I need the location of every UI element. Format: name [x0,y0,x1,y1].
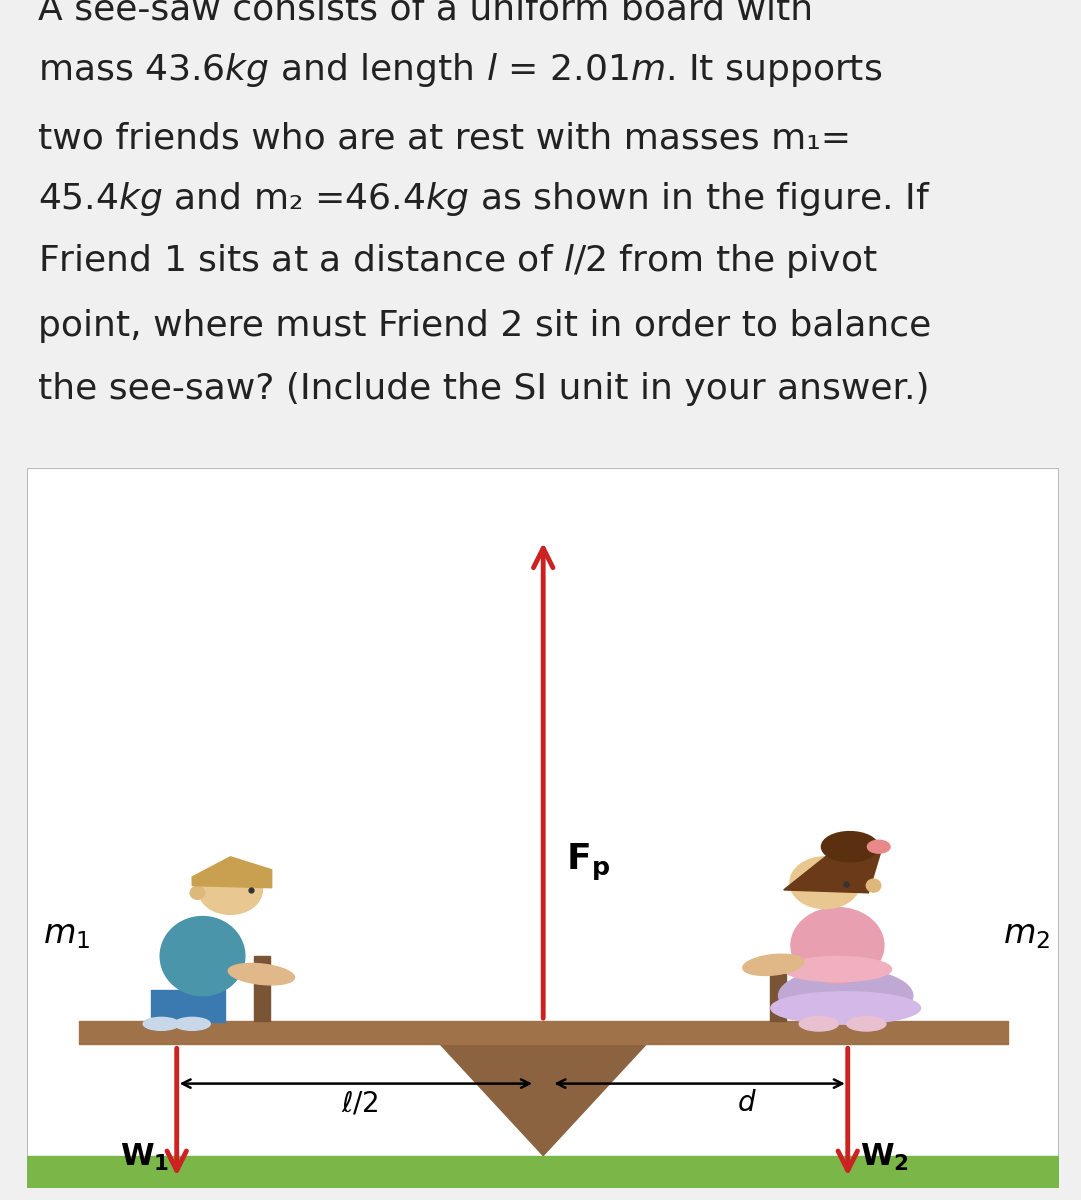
Ellipse shape [743,954,804,976]
Text: $\mathbf{F_p}$: $\mathbf{F_p}$ [566,842,610,883]
Ellipse shape [778,968,912,1022]
Ellipse shape [160,917,245,996]
Text: point, where must Friend 2 sit in order to balance: point, where must Friend 2 sit in order … [38,310,931,343]
Polygon shape [192,857,271,888]
Ellipse shape [790,857,860,908]
Ellipse shape [143,1018,179,1031]
Text: Friend 1 sits at a distance of $\it{l}$/2 from the pivot: Friend 1 sits at a distance of $\it{l}$/… [38,242,878,281]
Bar [27,1156,1059,1188]
Ellipse shape [846,1016,886,1031]
Ellipse shape [784,956,892,982]
Polygon shape [784,838,881,893]
Text: $\ell/2$: $\ell/2$ [342,1090,378,1117]
Ellipse shape [867,840,890,853]
Ellipse shape [866,880,881,892]
Text: $m_1$: $m_1$ [42,918,90,952]
Text: $m_2$: $m_2$ [1002,918,1050,952]
Ellipse shape [174,1018,211,1031]
Ellipse shape [228,964,294,985]
Bar [151,990,225,1022]
Text: A see-saw consists of a uniform board with: A see-saw consists of a uniform board wi… [38,0,813,26]
Polygon shape [440,1044,646,1156]
Bar [771,956,786,1021]
Ellipse shape [190,887,204,899]
Text: 45.4$\it{kg}$ and m₂ =46.4$\it{kg}$ as shown in the figure. If: 45.4$\it{kg}$ and m₂ =46.4$\it{kg}$ as s… [38,180,931,217]
Ellipse shape [822,832,878,862]
Ellipse shape [771,991,921,1024]
Ellipse shape [199,865,263,914]
Text: $\mathbf{W_2}$: $\mathbf{W_2}$ [860,1141,909,1172]
Text: $d$: $d$ [737,1090,757,1117]
Ellipse shape [799,1016,839,1031]
Ellipse shape [791,907,884,983]
Text: mass 43.6$\it{kg}$ and length $\it{l}$ = 2.01$\it{m}$. It supports: mass 43.6$\it{kg}$ and length $\it{l}$ =… [38,52,882,89]
Text: two friends who are at rest with masses m₁=: two friends who are at rest with masses … [38,121,851,155]
Bar [79,1021,1007,1044]
Text: the see-saw? (Include the SI unit in your answer.): the see-saw? (Include the SI unit in you… [38,372,930,406]
Text: $\mathbf{W_1}$: $\mathbf{W_1}$ [120,1141,170,1172]
Bar [254,956,269,1021]
